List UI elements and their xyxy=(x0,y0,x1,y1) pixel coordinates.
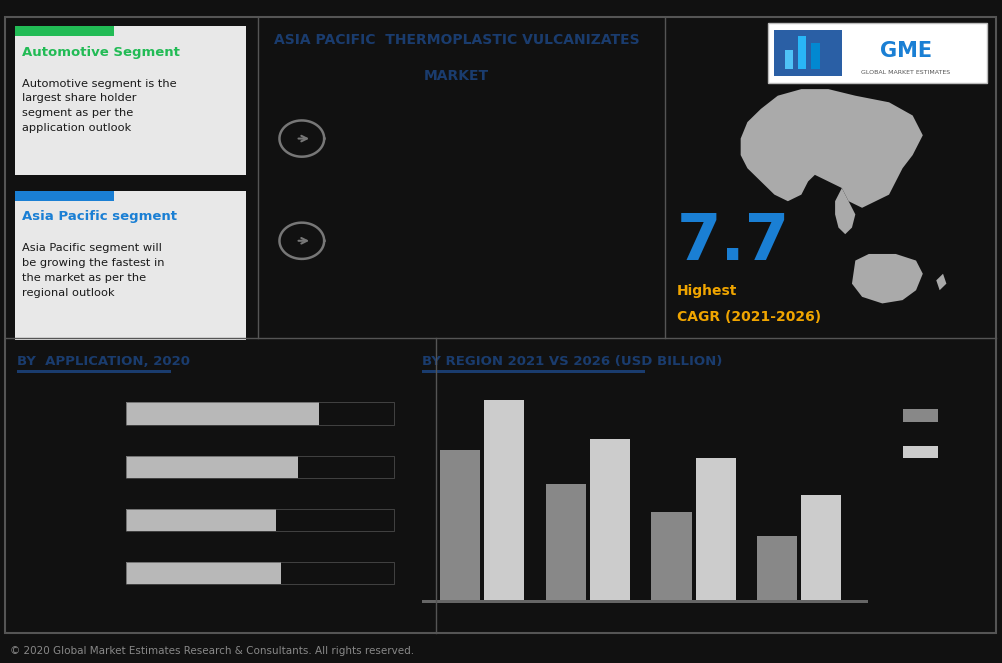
Bar xyxy=(126,509,277,531)
Text: BY REGION 2021 VS 2026 (USD BILLION): BY REGION 2021 VS 2026 (USD BILLION) xyxy=(422,355,722,368)
Bar xyxy=(422,369,644,373)
Bar xyxy=(422,601,868,603)
Bar xyxy=(546,483,586,601)
Bar xyxy=(15,27,114,36)
Bar xyxy=(440,450,480,601)
FancyBboxPatch shape xyxy=(15,192,245,339)
Text: Highest: Highest xyxy=(676,284,736,298)
Text: CAGR (2021-2026): CAGR (2021-2026) xyxy=(676,310,821,324)
Bar xyxy=(126,509,394,531)
Polygon shape xyxy=(835,188,856,234)
Bar xyxy=(126,455,298,478)
Bar xyxy=(15,192,114,200)
Bar xyxy=(126,455,394,478)
Polygon shape xyxy=(740,89,923,208)
Bar xyxy=(651,512,691,601)
Bar xyxy=(126,562,282,585)
Text: GLOBAL MARKET ESTIMATES: GLOBAL MARKET ESTIMATES xyxy=(862,70,951,75)
Text: ASIA PACIFIC  THERMOPLASTIC VULCANIZATES: ASIA PACIFIC THERMOPLASTIC VULCANIZATES xyxy=(274,33,639,47)
Text: Asia Pacific segment: Asia Pacific segment xyxy=(22,210,177,223)
Text: © 2020 Global Market Estimates Research & Consultants. All rights reserved.: © 2020 Global Market Estimates Research … xyxy=(10,646,414,656)
Bar xyxy=(17,369,171,373)
Text: BY  APPLICATION, 2020: BY APPLICATION, 2020 xyxy=(17,355,190,368)
Bar xyxy=(768,23,987,82)
Bar xyxy=(758,536,798,601)
Bar xyxy=(126,562,394,585)
Text: Automotive segment is the
largest share holder
segment as per the
application ou: Automotive segment is the largest share … xyxy=(22,78,177,133)
Polygon shape xyxy=(852,254,923,304)
Bar xyxy=(903,409,938,422)
Polygon shape xyxy=(936,274,947,290)
Bar xyxy=(282,562,394,585)
FancyBboxPatch shape xyxy=(15,27,245,175)
Text: 7.7: 7.7 xyxy=(676,211,790,273)
Bar xyxy=(695,458,735,601)
Bar xyxy=(812,43,820,70)
Bar xyxy=(785,50,793,70)
Bar xyxy=(802,495,842,601)
Bar xyxy=(798,36,807,70)
Text: Automotive Segment: Automotive Segment xyxy=(22,46,180,58)
Bar xyxy=(126,402,319,425)
Bar xyxy=(484,400,524,601)
Bar xyxy=(775,30,842,76)
Bar xyxy=(590,439,630,601)
Text: GME: GME xyxy=(880,41,932,61)
Text: Asia Pacific segment will
be growing the fastest in
the market as per the
region: Asia Pacific segment will be growing the… xyxy=(22,243,165,298)
Bar xyxy=(277,509,394,531)
Bar xyxy=(903,446,938,458)
Bar xyxy=(126,402,394,425)
Bar xyxy=(319,402,394,425)
Bar xyxy=(298,455,394,478)
Text: MARKET: MARKET xyxy=(424,70,489,84)
